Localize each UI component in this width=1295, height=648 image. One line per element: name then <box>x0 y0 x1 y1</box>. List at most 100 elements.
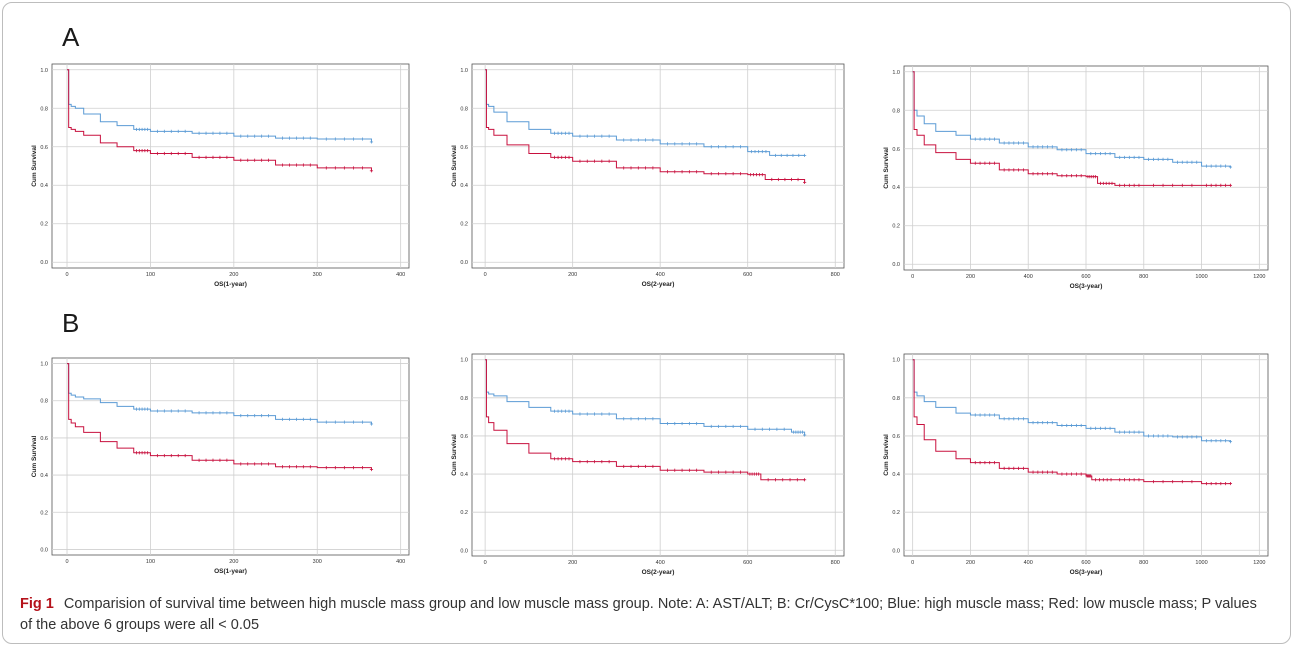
x-tick-label: 200 <box>966 560 975 566</box>
km-curve-low <box>67 69 372 171</box>
plot-frame <box>51 63 410 269</box>
x-tick-label: 0 <box>484 560 487 566</box>
y-tick-label: 0.6 <box>460 145 468 151</box>
x-axis-label: OS(1-year) <box>214 568 247 575</box>
censor-marks-low <box>554 457 807 482</box>
x-tick-label: 600 <box>743 272 752 278</box>
km-curve-low <box>912 71 1231 186</box>
y-axis-label: Cum Survival <box>31 145 38 187</box>
x-tick-label: 400 <box>656 272 665 278</box>
censor-marks-low <box>136 149 374 173</box>
y-tick-label: 0.0 <box>40 547 48 553</box>
km-plot-svg: 0.0 0.2 0.4 0.6 0.8 1.0 0 200 400 600 800 OS(2-year… <box>451 353 845 576</box>
y-tick-label: 0.4 <box>40 473 48 479</box>
km-chart-b-1yr: 0.0 0.2 0.4 0.6 0.8 1.0 0 100 200 300 400 OS(1-year… <box>28 352 413 577</box>
plot-frame <box>471 353 845 557</box>
y-tick-label: 0.6 <box>460 434 468 440</box>
km-plot-svg: 0.0 0.2 0.4 0.6 0.8 1.0 0 200 400 600 800 1000 1200 O… <box>883 353 1269 576</box>
km-curve-low <box>912 359 1231 485</box>
y-tick-label: 0.6 <box>40 145 48 151</box>
figure-number: Fig 1 <box>20 596 54 612</box>
y-tick-label: 0.6 <box>892 434 900 440</box>
x-tick-label: 0 <box>484 272 487 278</box>
y-tick-label: 0.2 <box>40 222 48 228</box>
x-tick-label: 800 <box>1139 274 1148 280</box>
figure-caption: Fig 1 Comparision of survival time betwe… <box>20 594 1270 636</box>
y-tick-label: 0.6 <box>892 147 900 153</box>
y-tick-label: 0.2 <box>460 510 468 516</box>
x-tick-label: 0 <box>65 272 68 278</box>
x-tick-label: 200 <box>568 560 577 566</box>
y-tick-label: 0.2 <box>892 510 900 516</box>
km-curve-high <box>485 69 805 156</box>
y-tick-label: 0.0 <box>40 260 48 266</box>
panel-b-label: B <box>62 308 80 338</box>
y-tick-label: 1.0 <box>40 68 48 74</box>
y-tick-label: 1.0 <box>40 362 48 368</box>
x-tick-label: 0 <box>911 274 914 280</box>
x-tick-label: 400 <box>656 560 665 566</box>
km-plot-svg: 0.0 0.2 0.4 0.6 0.8 1.0 0 100 200 300 400 OS(1-year… <box>31 63 410 288</box>
y-tick-label: 0.8 <box>40 399 48 405</box>
y-tick-label: 0.4 <box>892 472 900 478</box>
km-curve-low <box>485 359 805 481</box>
x-axis-label: OS(1-year) <box>214 281 247 288</box>
x-tick-label: 1000 <box>1195 274 1207 280</box>
x-tick-label: 200 <box>229 559 238 565</box>
x-tick-label: 200 <box>229 272 238 278</box>
censor-marks-high <box>554 409 807 437</box>
x-tick-label: 1200 <box>1253 560 1265 566</box>
censor-marks-low <box>974 161 1233 187</box>
km-chart-a-3yr: 0.0 0.2 0.4 0.6 0.8 1.0 0 200 400 600 800 1000 1200 O… <box>880 60 1272 292</box>
x-tick-label: 400 <box>1024 560 1033 566</box>
x-tick-label: 800 <box>831 560 840 566</box>
x-axis-label: OS(3-year) <box>1070 569 1103 576</box>
y-tick-label: 1.0 <box>460 68 468 74</box>
x-tick-label: 1000 <box>1195 560 1207 566</box>
x-tick-label: 800 <box>1139 560 1148 566</box>
y-axis-label: Cum Survival <box>883 147 890 189</box>
x-tick-label: 100 <box>146 272 155 278</box>
x-tick-label: 200 <box>966 274 975 280</box>
km-chart-a-1yr: 0.0 0.2 0.4 0.6 0.8 1.0 0 100 200 300 400 OS(1-year… <box>28 58 413 290</box>
km-chart-b-3yr: 0.0 0.2 0.4 0.6 0.8 1.0 0 200 400 600 800 1000 1200 O… <box>880 348 1272 578</box>
plot-frame <box>471 63 845 269</box>
y-tick-label: 0.8 <box>892 396 900 402</box>
y-axis-label: Cum Survival <box>883 434 890 476</box>
km-curve-high <box>912 359 1231 442</box>
y-axis-label: Cum Survival <box>31 436 38 478</box>
y-axis-label: Cum Survival <box>451 145 458 187</box>
km-curve-low <box>485 69 806 183</box>
x-tick-label: 400 <box>396 559 405 565</box>
x-tick-label: 0 <box>65 559 68 565</box>
censor-marks-high <box>554 131 807 158</box>
y-tick-label: 0.8 <box>40 106 48 112</box>
y-tick-label: 1.0 <box>460 358 468 364</box>
y-tick-label: 1.0 <box>892 358 900 364</box>
km-chart-b-2yr: 0.0 0.2 0.4 0.6 0.8 1.0 0 200 400 600 800 OS(2-year… <box>448 348 848 578</box>
x-axis-label: OS(3-year) <box>1070 283 1103 290</box>
y-tick-label: 0.0 <box>892 262 900 268</box>
x-tick-label: 1200 <box>1253 274 1265 280</box>
censor-marks-low <box>136 451 374 472</box>
km-curve-high <box>912 71 1231 168</box>
censor-marks-high <box>136 127 374 144</box>
censor-marks-high <box>136 407 374 426</box>
y-tick-label: 0.2 <box>460 222 468 228</box>
x-tick-label: 0 <box>911 560 914 566</box>
y-tick-label: 0.4 <box>460 183 468 189</box>
censor-marks-high <box>974 137 1233 169</box>
censor-marks-low <box>554 155 807 184</box>
y-tick-label: 0.4 <box>460 472 468 478</box>
x-tick-label: 600 <box>1081 560 1090 566</box>
y-tick-label: 0.8 <box>460 106 468 112</box>
km-curve-high <box>485 359 806 435</box>
y-axis-label: Cum Survival <box>451 434 458 476</box>
km-chart-a-2yr: 0.0 0.2 0.4 0.6 0.8 1.0 0 200 400 600 800 OS(2-year… <box>448 58 848 290</box>
x-tick-label: 400 <box>1024 274 1033 280</box>
y-tick-label: 0.8 <box>892 108 900 114</box>
censor-marks-low <box>974 461 1233 486</box>
panel-a-label: A <box>62 22 80 52</box>
km-plot-svg: 0.0 0.2 0.4 0.6 0.8 1.0 0 200 400 600 800 OS(2-year… <box>451 63 845 288</box>
